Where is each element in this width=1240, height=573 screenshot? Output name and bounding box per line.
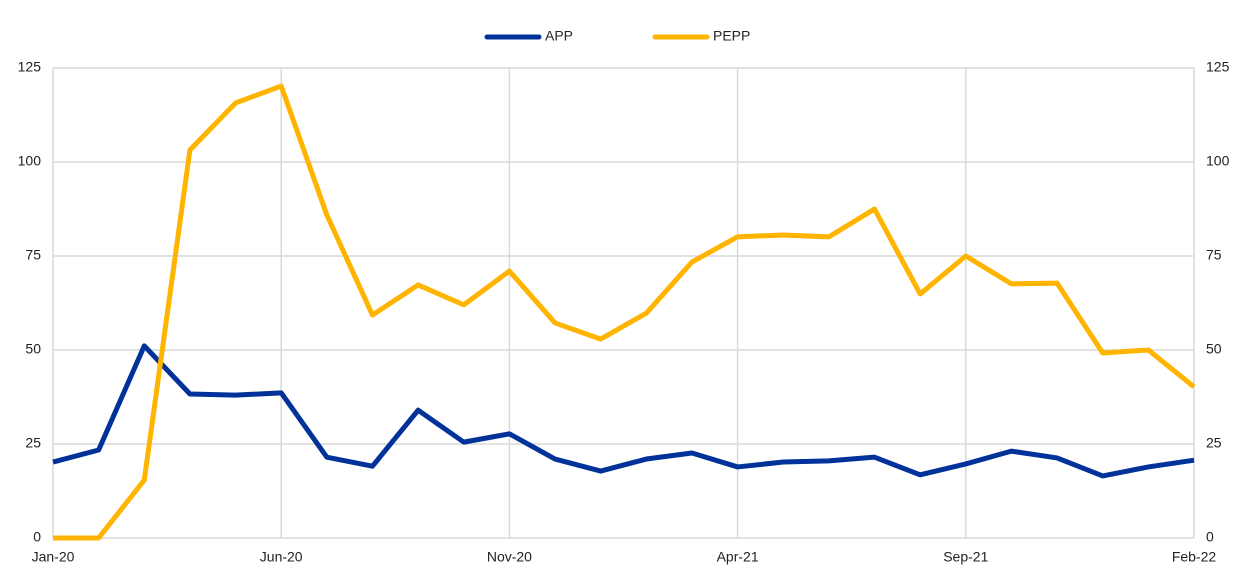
x-tick-label: Jan-20 (32, 549, 75, 565)
legend-label: PEPP (713, 28, 750, 44)
series-line (53, 83, 1196, 541)
x-tick-label: Nov-20 (487, 549, 532, 565)
y2-tick-label: 25 (1206, 435, 1222, 451)
x-tick-label: Sep-21 (943, 549, 988, 565)
y2-tick-label: 125 (1206, 59, 1230, 75)
y-tick-label: 100 (18, 153, 42, 169)
y-tick-label: 50 (25, 341, 41, 357)
x-tick-label: Jun-20 (260, 549, 303, 565)
series-line (52, 343, 1195, 479)
y-tick-label: 125 (18, 59, 42, 75)
x-tick-label: Feb-22 (1172, 549, 1217, 565)
legend-label: APP (545, 28, 573, 44)
y-tick-label: 75 (25, 247, 41, 263)
y2-tick-label: 0 (1206, 529, 1214, 545)
y-tick-label: 0 (33, 529, 41, 545)
y2-tick-label: 75 (1206, 247, 1222, 263)
x-tick-label: Apr-21 (717, 549, 759, 565)
y2-tick-label: 50 (1206, 341, 1222, 357)
y2-tick-label: 100 (1206, 153, 1230, 169)
y-tick-label: 25 (25, 435, 41, 451)
